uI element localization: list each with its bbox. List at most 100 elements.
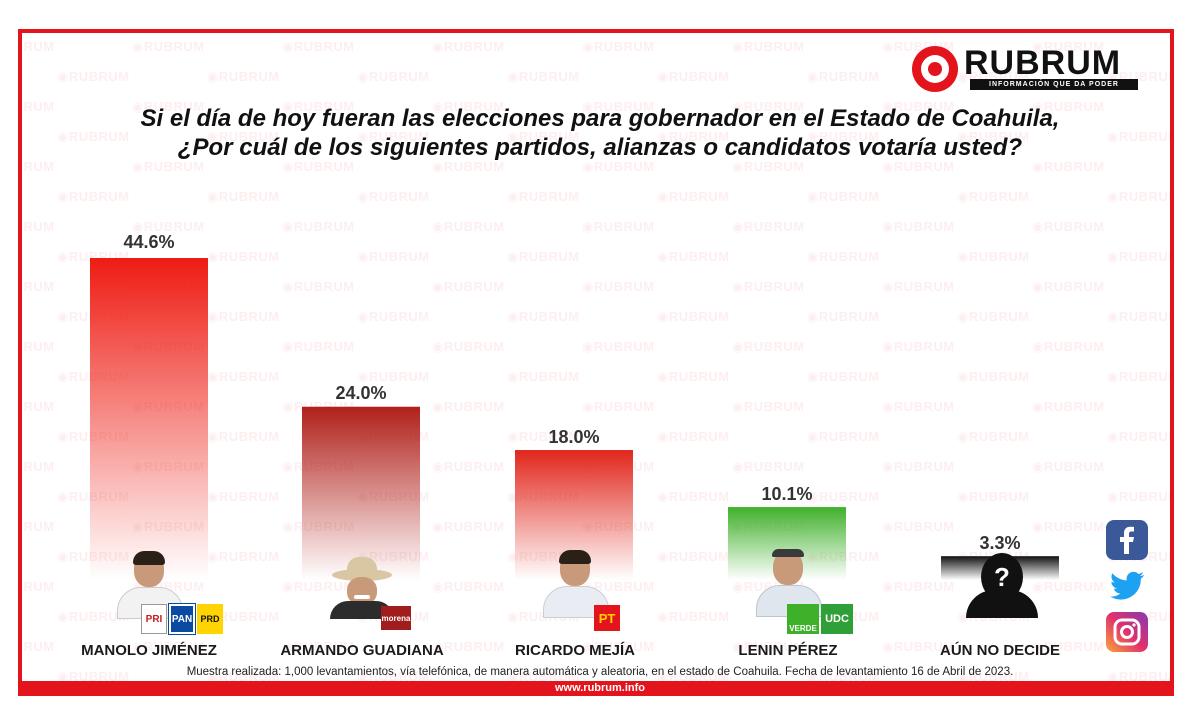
watermark-text: ◉RUBRUM bbox=[1032, 159, 1105, 174]
watermark-text: ◉RUBRUM bbox=[732, 39, 805, 54]
watermark-text: ◉RUBRUM bbox=[1032, 279, 1105, 294]
watermark-text: ◉RUBRUM bbox=[357, 669, 430, 684]
watermark-text: ◉RUBRUM bbox=[432, 639, 505, 654]
watermark-text: ◉RUBRUM bbox=[357, 189, 430, 204]
bar-label-undecided: 3.3% bbox=[979, 533, 1021, 553]
footer-band bbox=[18, 681, 1174, 696]
logo-word: RUBRUM bbox=[964, 44, 1122, 82]
watermark-text: ◉RUBRUM bbox=[432, 459, 505, 474]
watermark-text: ◉RUBRUM bbox=[432, 279, 505, 294]
verde-badge: VERDE bbox=[787, 604, 819, 634]
watermark-text: ◉RUBRUM bbox=[882, 579, 955, 594]
watermark-text: ◉RUBRUM bbox=[357, 69, 430, 84]
watermark-text: ◉RUBRUM bbox=[22, 99, 55, 114]
title-line-2: ¿Por cuál de los siguientes partidos, al… bbox=[177, 134, 1023, 161]
watermark-text: ◉RUBRUM bbox=[807, 249, 880, 264]
watermark-text: ◉RUBRUM bbox=[22, 219, 55, 234]
watermark-text: ◉RUBRUM bbox=[207, 69, 280, 84]
bar-label-ricardo: 18.0% bbox=[548, 427, 600, 447]
watermark-text: ◉RUBRUM bbox=[882, 639, 955, 654]
watermark-text: ◉RUBRUM bbox=[282, 279, 355, 294]
facebook-icon[interactable] bbox=[1106, 520, 1148, 560]
watermark-text: ◉RUBRUM bbox=[57, 189, 130, 204]
watermark-text: ◉RUBRUM bbox=[807, 489, 880, 504]
watermark-text: ◉RUBRUM bbox=[432, 339, 505, 354]
watermark-text: ◉RUBRUM bbox=[957, 369, 1030, 384]
watermark-text: ◉RUBRUM bbox=[22, 339, 55, 354]
watermark-text: ◉RUBRUM bbox=[22, 39, 55, 54]
watermark-text: ◉RUBRUM bbox=[582, 339, 655, 354]
unknown-person-icon: ? bbox=[981, 553, 1023, 601]
watermark-text: ◉RUBRUM bbox=[432, 99, 505, 114]
watermark-text: ◉RUBRUM bbox=[432, 159, 505, 174]
watermark-text: ◉RUBRUM bbox=[1107, 309, 1174, 324]
candidate-name-undecided: AÚN NO DECIDE bbox=[939, 642, 1060, 659]
bar-label-armando: 24.0% bbox=[335, 383, 387, 403]
watermark-text: ◉RUBRUM bbox=[1032, 339, 1105, 354]
portrait-armando bbox=[330, 557, 394, 619]
watermark-text: ◉RUBRUM bbox=[732, 219, 805, 234]
bar-1 bbox=[302, 406, 420, 580]
watermark-text: ◉RUBRUM bbox=[957, 129, 1030, 144]
watermark-text: ◉RUBRUM bbox=[357, 129, 430, 144]
candidate-name-armando: ARMANDO GUADIANA bbox=[280, 642, 444, 659]
title-line-1: Si el día de hoy fueran las elecciones p… bbox=[140, 105, 1060, 132]
watermark-text: ◉RUBRUM bbox=[1107, 369, 1174, 384]
watermark-text: ◉RUBRUM bbox=[282, 579, 355, 594]
watermark-text: ◉RUBRUM bbox=[882, 99, 955, 114]
watermark-text: ◉RUBRUM bbox=[132, 159, 205, 174]
watermark-text: ◉RUBRUM bbox=[732, 159, 805, 174]
watermark-text: ◉RUBRUM bbox=[582, 279, 655, 294]
watermark-text: ◉RUBRUM bbox=[807, 669, 880, 684]
watermark-text: ◉RUBRUM bbox=[357, 249, 430, 264]
watermark-text: ◉RUBRUM bbox=[882, 279, 955, 294]
watermark-text: ◉RUBRUM bbox=[582, 399, 655, 414]
sample-footnote: Muestra realizada: 1,000 levantamientos,… bbox=[186, 666, 1014, 678]
watermark-text: ◉RUBRUM bbox=[657, 549, 730, 564]
watermark-text: ◉RUBRUM bbox=[282, 639, 355, 654]
watermark-text: ◉RUBRUM bbox=[957, 669, 1030, 684]
instagram-icon[interactable] bbox=[1106, 612, 1148, 652]
watermark-text: ◉RUBRUM bbox=[507, 429, 580, 444]
watermark-text: ◉RUBRUM bbox=[207, 369, 280, 384]
watermark-text: ◉RUBRUM bbox=[507, 129, 580, 144]
watermark-text: ◉RUBRUM bbox=[882, 399, 955, 414]
footer-url[interactable]: www.rubrum.info bbox=[554, 682, 646, 694]
watermark-text: ◉RUBRUM bbox=[957, 189, 1030, 204]
watermark-text: ◉RUBRUM bbox=[22, 159, 55, 174]
watermark-text: ◉RUBRUM bbox=[882, 459, 955, 474]
watermark-text: ◉RUBRUM bbox=[507, 69, 580, 84]
watermark-text: ◉RUBRUM bbox=[207, 549, 280, 564]
watermark-text: ◉RUBRUM bbox=[582, 159, 655, 174]
bar-label-manolo: 44.6% bbox=[123, 232, 175, 252]
watermark-text: ◉RUBRUM bbox=[432, 219, 505, 234]
watermark-text: ◉RUBRUM bbox=[432, 579, 505, 594]
watermark-text: ◉RUBRUM bbox=[882, 519, 955, 534]
watermark-text: ◉RUBRUM bbox=[282, 99, 355, 114]
watermark-text: ◉RUBRUM bbox=[507, 369, 580, 384]
watermark-text: ◉RUBRUM bbox=[507, 309, 580, 324]
watermark-text: ◉RUBRUM bbox=[657, 609, 730, 624]
watermark-text: ◉RUBRUM bbox=[957, 309, 1030, 324]
twitter-icon[interactable] bbox=[1106, 566, 1148, 606]
watermark-text: ◉RUBRUM bbox=[507, 249, 580, 264]
bar-0 bbox=[90, 258, 208, 580]
chart-title: Si el día de hoy fueran las elecciones p… bbox=[60, 104, 1140, 162]
bar-label-lenin: 10.1% bbox=[761, 484, 813, 504]
watermark-text: ◉RUBRUM bbox=[207, 189, 280, 204]
watermark-text: ◉RUBRUM bbox=[282, 219, 355, 234]
watermark-text: ◉RUBRUM bbox=[732, 639, 805, 654]
watermark-text: ◉RUBRUM bbox=[957, 249, 1030, 264]
watermark-text: ◉RUBRUM bbox=[207, 309, 280, 324]
watermark-text: ◉RUBRUM bbox=[357, 369, 430, 384]
watermark-text: ◉RUBRUM bbox=[1107, 189, 1174, 204]
watermark-text: ◉RUBRUM bbox=[1032, 219, 1105, 234]
watermark-text: ◉RUBRUM bbox=[807, 309, 880, 324]
watermark-text: ◉RUBRUM bbox=[282, 339, 355, 354]
pan-badge: PAN bbox=[168, 603, 196, 635]
watermark-text: ◉RUBRUM bbox=[657, 309, 730, 324]
watermark-text: ◉RUBRUM bbox=[732, 459, 805, 474]
watermark-text: ◉RUBRUM bbox=[882, 159, 955, 174]
watermark-text: ◉RUBRUM bbox=[657, 69, 730, 84]
candidate-name-lenin: LENIN PÉREZ bbox=[738, 642, 838, 659]
